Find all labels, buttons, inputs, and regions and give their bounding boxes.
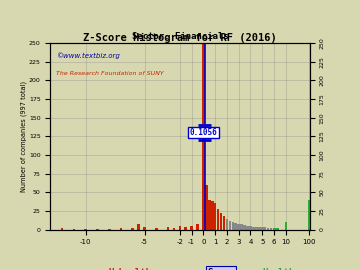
Bar: [220, 213, 222, 230]
Bar: [240, 224, 243, 229]
Bar: [173, 228, 175, 230]
Bar: [274, 228, 276, 230]
Bar: [267, 228, 269, 230]
Bar: [261, 227, 264, 230]
Bar: [264, 227, 266, 230]
Text: Healthy: Healthy: [262, 268, 300, 270]
Bar: [284, 222, 287, 230]
Text: 0.1056: 0.1056: [190, 128, 217, 137]
Text: Score: Score: [208, 268, 234, 270]
Text: Sector: Financials: Sector: Financials: [132, 32, 228, 41]
Bar: [184, 227, 187, 230]
Bar: [226, 219, 228, 230]
Bar: [258, 227, 261, 230]
Bar: [202, 43, 205, 230]
Bar: [214, 203, 216, 230]
Bar: [179, 226, 181, 230]
Bar: [61, 228, 63, 230]
Bar: [270, 228, 273, 230]
Bar: [308, 200, 310, 230]
Bar: [246, 226, 249, 230]
Bar: [238, 224, 240, 230]
Bar: [167, 227, 170, 230]
Bar: [276, 228, 279, 230]
Bar: [196, 224, 199, 230]
Bar: [131, 228, 134, 230]
Bar: [255, 227, 258, 230]
Bar: [275, 228, 278, 230]
Bar: [143, 227, 146, 230]
Bar: [243, 225, 246, 230]
Bar: [273, 228, 275, 230]
Bar: [84, 229, 87, 230]
Bar: [211, 201, 213, 230]
Bar: [276, 228, 278, 230]
Bar: [229, 221, 231, 229]
Bar: [208, 200, 211, 230]
Bar: [73, 229, 75, 230]
Title: Z-Score Histogram for RF (2016): Z-Score Histogram for RF (2016): [83, 33, 277, 43]
Bar: [96, 229, 99, 230]
Bar: [155, 228, 158, 230]
Y-axis label: Number of companies (997 total): Number of companies (997 total): [21, 81, 27, 192]
Text: ©www.textbiz.org: ©www.textbiz.org: [55, 52, 120, 59]
Bar: [217, 209, 219, 230]
Bar: [120, 228, 122, 230]
Text: Unhealthy: Unhealthy: [109, 268, 157, 270]
Bar: [108, 229, 111, 230]
Bar: [190, 226, 193, 230]
Bar: [205, 185, 208, 230]
Text: The Research Foundation of SUNY: The Research Foundation of SUNY: [55, 71, 163, 76]
Bar: [274, 228, 277, 230]
Bar: [249, 226, 252, 230]
Bar: [308, 221, 311, 229]
Bar: [234, 223, 237, 230]
Bar: [231, 222, 234, 230]
Bar: [138, 224, 140, 230]
Bar: [252, 227, 255, 230]
Bar: [223, 216, 225, 229]
